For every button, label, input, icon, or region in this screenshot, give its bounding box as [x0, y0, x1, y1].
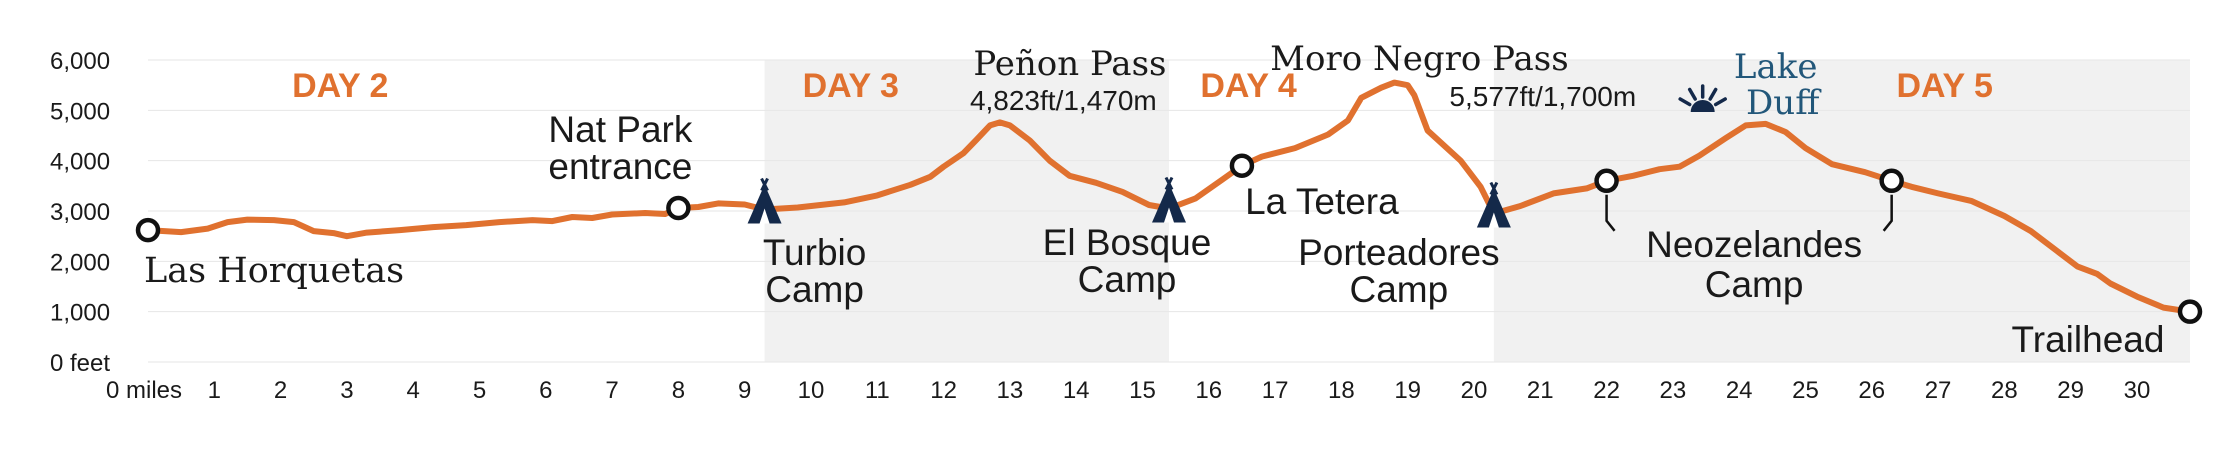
- x-tick-label: 9: [738, 377, 751, 404]
- waypoint-marker: [1594, 168, 1619, 194]
- y-tick-label: 2,000: [50, 249, 110, 276]
- x-tick-label: 11: [865, 377, 890, 404]
- x-tick-label: 1: [208, 377, 221, 404]
- pass-name: Peñon Pass: [973, 44, 1166, 84]
- x-tick-label: 19: [1394, 377, 1421, 404]
- tent-icon: [1476, 181, 1511, 228]
- y-tick-label: 0 feet: [50, 350, 110, 377]
- x-tick-label: 16: [1195, 377, 1222, 404]
- x-tick-label: 5: [473, 377, 486, 404]
- x-tick-label: 27: [1925, 377, 1952, 404]
- day-label: DAY 5: [1896, 67, 1992, 105]
- y-tick-label: 4,000: [50, 149, 110, 176]
- lake-label: Duff: [1746, 83, 1822, 123]
- x-tick-label: 8: [672, 377, 685, 404]
- waypoint-label-neozelandes: Camp: [1705, 264, 1804, 305]
- neozelandes-brackets: [1605, 194, 1893, 232]
- x-tick-label: 29: [2057, 377, 2084, 404]
- waypoint-label-neozelandes: Neozelandes: [1646, 224, 1862, 265]
- day-label: DAY 4: [1200, 67, 1296, 105]
- x-tick-label: 28: [1991, 377, 2018, 404]
- x-tick-label: 22: [1593, 377, 1620, 404]
- pass-name: Moro Negro Pass: [1270, 39, 1569, 79]
- waypoint-markers: [135, 153, 2203, 324]
- waypoint-label-nat-park: Nat Park: [548, 109, 692, 150]
- waypoint-label-la-tetera: La Tetera: [1245, 181, 1399, 222]
- day-label: DAY 2: [292, 67, 388, 105]
- x-tick-label: 6: [539, 377, 552, 404]
- pass-elevation: 5,577ft/1,700m: [1449, 81, 1636, 112]
- x-tick-label: 26: [1858, 377, 1885, 404]
- x-tick-label: 24: [1726, 377, 1753, 404]
- x-tick-label: 15: [1129, 377, 1156, 404]
- waypoint-marker: [2177, 299, 2203, 324]
- waypoint-label-el-bosque: El Bosque: [1043, 222, 1212, 263]
- tent-icon: [1152, 176, 1186, 223]
- waypoint-label-trailhead: Trailhead: [2012, 319, 2165, 360]
- sunrise-icon: [1678, 84, 1727, 112]
- x-tick-label: 30: [2124, 377, 2151, 404]
- x-tick-label: 3: [340, 377, 353, 404]
- waypoint-label-porteadores: Porteadores: [1298, 232, 1500, 273]
- grid-lines: [148, 59, 2190, 363]
- y-tick-label: 1,000: [50, 300, 110, 327]
- x-tick-label: 0 miles: [106, 377, 182, 404]
- x-tick-label: 25: [1792, 377, 1819, 404]
- waypoint-marker: [666, 195, 691, 221]
- waypoint-marker: [135, 217, 161, 243]
- day-label: DAY 3: [803, 67, 899, 105]
- y-tick-label: 6,000: [50, 48, 110, 75]
- x-tick-label: 23: [1660, 377, 1687, 404]
- x-tick-label: 7: [605, 377, 618, 404]
- waypoint-label-turbio: Turbio: [763, 232, 867, 273]
- x-tick-label: 2: [274, 377, 287, 404]
- x-tick-label: 4: [407, 377, 420, 404]
- x-axis-ticks: 0 miles 1 2 3 4 5 6 7 8 9 10 11 12 13 14 15 16 17 18 19 20 21…: [106, 377, 2150, 404]
- waypoint-marker: [1879, 168, 1904, 194]
- y-axis-ticks: 0 feet 1,000 2,000 3,000 4,000 5,000 6,000: [50, 48, 110, 377]
- tent-icon: [747, 177, 782, 224]
- x-tick-label: 10: [798, 377, 825, 404]
- lake-label: Lake: [1734, 47, 1818, 87]
- waypoint-label-porteadores: Camp: [1350, 269, 1449, 310]
- waypoint-label-las-horquetas: Las Horquetas: [144, 251, 404, 291]
- day-labels: DAY 2 DAY 3 DAY 4 DAY 5: [292, 67, 1993, 105]
- x-tick-label: 14: [1063, 377, 1090, 404]
- waypoint-label-el-bosque: Camp: [1078, 259, 1177, 300]
- x-tick-label: 18: [1328, 377, 1355, 404]
- pass-elevation: 4,823ft/1,470m: [970, 85, 1157, 116]
- x-tick-label: 20: [1461, 377, 1488, 404]
- waypoint-label-turbio: Camp: [765, 269, 864, 310]
- x-tick-label: 21: [1527, 377, 1554, 404]
- waypoint-marker: [1229, 153, 1255, 178]
- waypoint-label-nat-park: entrance: [548, 146, 692, 187]
- y-tick-label: 3,000: [50, 199, 110, 226]
- x-tick-label: 17: [1262, 377, 1289, 404]
- y-tick-label: 5,000: [50, 98, 110, 125]
- x-tick-label: 13: [997, 377, 1024, 404]
- x-tick-label: 12: [930, 377, 957, 404]
